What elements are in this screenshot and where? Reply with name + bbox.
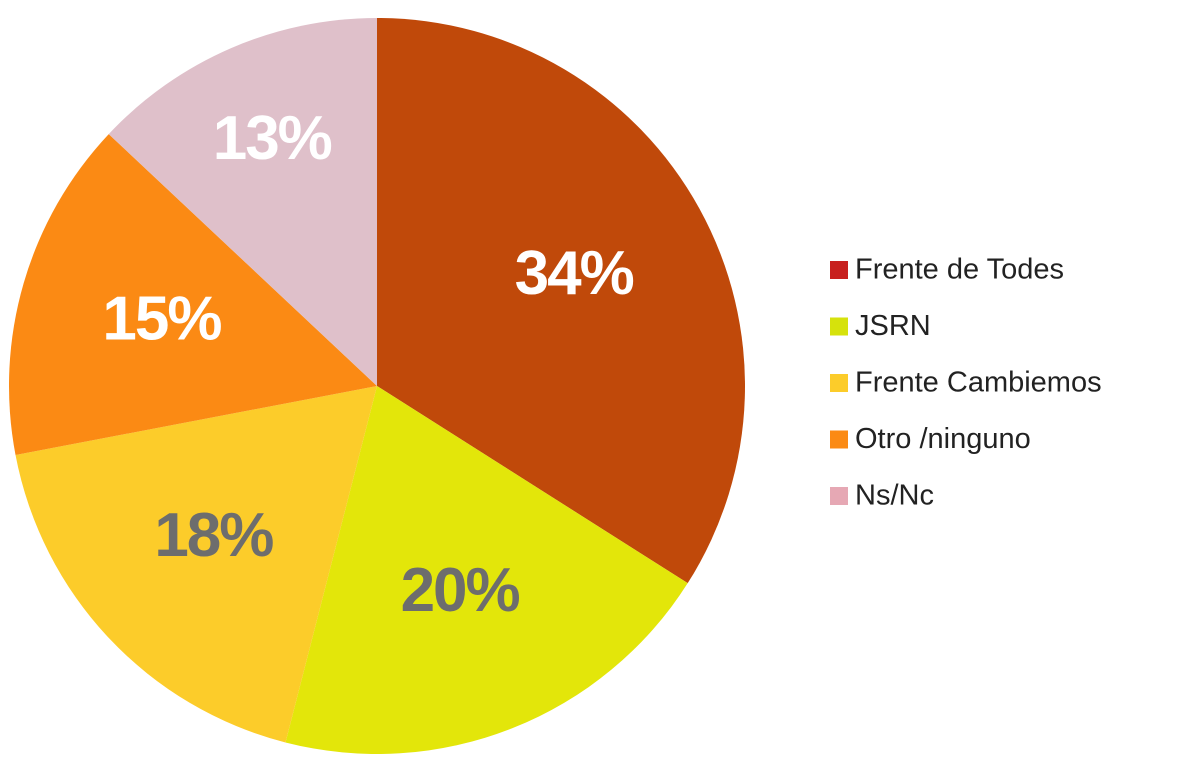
legend-swatch — [830, 317, 848, 336]
value-label: 18% — [154, 501, 273, 570]
legend-label: Otro /ninguno — [855, 423, 1031, 455]
pie-slice — [285, 386, 688, 754]
legend-swatch — [830, 374, 848, 392]
legend-label: Frente de Todes — [855, 254, 1064, 286]
pie-slice — [8, 134, 377, 455]
value-label: 15% — [102, 285, 221, 354]
pie-slice — [377, 18, 745, 584]
pie-slice — [108, 18, 377, 386]
legend-label: Frente Cambiemos — [855, 367, 1102, 399]
legend-swatch — [830, 430, 848, 449]
pie-slice — [15, 386, 378, 743]
value-label: 13% — [213, 104, 332, 173]
value-label: 20% — [401, 556, 520, 625]
value-label: 34% — [515, 239, 634, 308]
legend-swatch — [830, 487, 848, 505]
legend-swatch — [830, 261, 848, 279]
legend-label: JSRN — [855, 310, 931, 342]
legend-label: Ns/Nc — [855, 480, 934, 512]
